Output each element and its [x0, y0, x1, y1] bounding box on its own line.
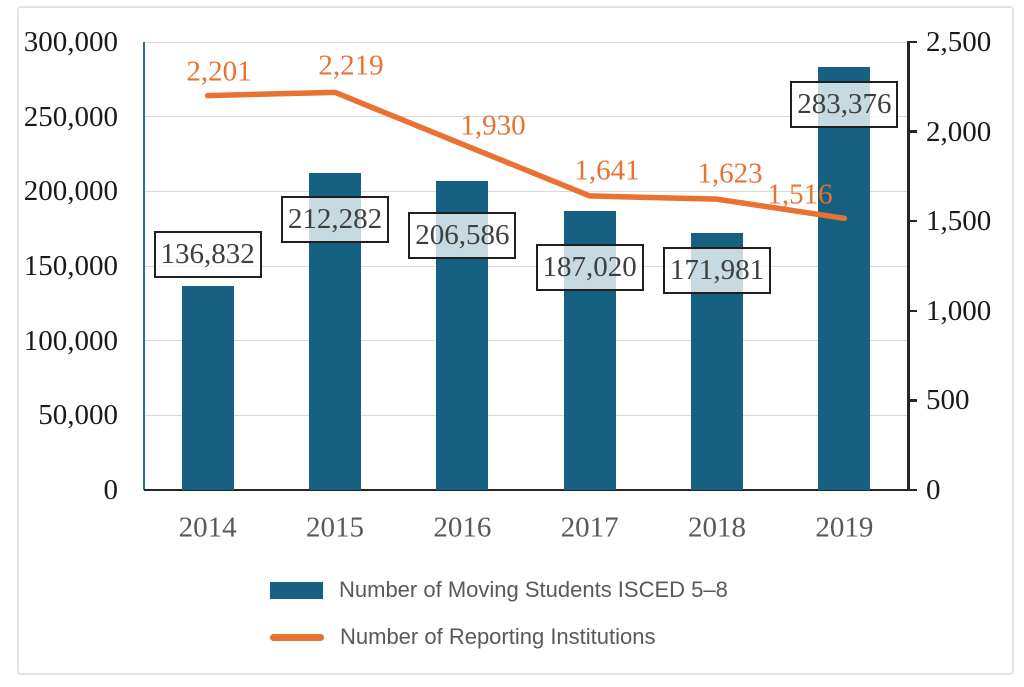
bar-value-label: 187,020 — [535, 243, 644, 291]
bar-value-label: 212,282 — [281, 195, 389, 243]
x-axis-label: 2015 — [306, 511, 364, 544]
line-value-label: 1,930 — [460, 109, 526, 142]
x-axis-label: 2018 — [688, 511, 746, 544]
x-axis-label: 2017 — [560, 511, 619, 544]
right-axis-tick-label: 2,500 — [926, 26, 992, 58]
left-axis-tick-label: 50,000 — [38, 399, 118, 432]
legend-bar-swatch-icon — [270, 581, 323, 599]
left-axis-tick-label: 100,000 — [23, 324, 118, 357]
bar-2019 — [818, 66, 871, 490]
x-axis-label: 2014 — [178, 511, 237, 544]
left-axis-tick-label: 150,000 — [23, 250, 118, 282]
x-axis-label: 2019 — [815, 511, 874, 544]
right-axis-tick — [908, 399, 917, 402]
left-axis-tick-label: 200,000 — [23, 175, 118, 208]
right-axis-tick — [908, 488, 917, 492]
right-axis-tick-label: 500 — [926, 384, 970, 417]
right-axis-tick-label: 1,000 — [926, 294, 992, 327]
bar-2014 — [181, 285, 234, 490]
left-axis-line — [143, 42, 145, 490]
right-axis-tick — [908, 40, 917, 44]
chart-frame — [17, 6, 1014, 675]
bar-value-label: 206,586 — [408, 211, 517, 259]
right-axis-tick — [908, 309, 917, 313]
bar-value-label: 136,832 — [153, 230, 262, 278]
gridline — [144, 41, 908, 43]
left-axis-tick-label: 0 — [103, 474, 119, 506]
right-axis-tick-label: 2,000 — [926, 115, 992, 148]
right-axis-tick — [908, 219, 917, 223]
legend-line-swatch-icon — [270, 633, 324, 641]
x-axis-label: 2016 — [433, 511, 492, 544]
gridline — [144, 265, 908, 267]
legend-item-moving-students: Number of Moving Students ISCED 5–8 — [270, 577, 728, 603]
legend-item-reporting-institutions: Number of Reporting Institutions — [270, 624, 728, 650]
line-value-label: 2,201 — [186, 55, 252, 88]
right-axis-tick — [908, 130, 917, 133]
gridline — [144, 414, 908, 416]
left-axis-tick-label: 250,000 — [23, 100, 118, 133]
bar-value-label: 283,376 — [790, 80, 899, 128]
chart-legend: Number of Moving Students ISCED 5–8 Numb… — [270, 577, 728, 671]
right-axis-tick-label: 0 — [926, 474, 941, 506]
right-axis-line — [907, 41, 910, 491]
left-axis-tick-label: 300,000 — [23, 26, 118, 58]
x-axis-line — [144, 488, 909, 491]
gridline — [144, 340, 908, 342]
line-value-label: 1,516 — [767, 178, 833, 211]
right-axis-tick-label: 1,500 — [926, 205, 992, 238]
line-value-label: 2,219 — [318, 49, 384, 82]
bar-value-label: 171,981 — [663, 246, 771, 294]
line-value-label: 1,641 — [574, 154, 640, 187]
line-value-label: 1,623 — [697, 157, 763, 190]
legend-label-reporting-institutions: Number of Reporting Institutions — [340, 624, 656, 649]
legend-label-moving-students: Number of Moving Students ISCED 5–8 — [339, 577, 728, 602]
